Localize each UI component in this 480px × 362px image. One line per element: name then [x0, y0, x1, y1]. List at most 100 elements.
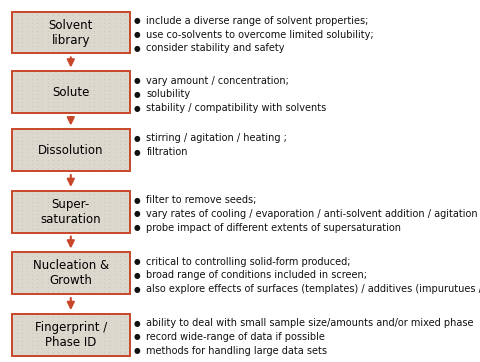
Point — [64, 272, 72, 278]
Point — [90, 269, 98, 274]
Point — [49, 76, 57, 81]
Point — [49, 322, 57, 328]
Point — [44, 349, 51, 355]
Point — [85, 203, 93, 209]
Point — [80, 31, 87, 37]
Point — [44, 130, 51, 136]
Point — [49, 349, 57, 355]
Point — [38, 95, 46, 101]
Point — [23, 161, 31, 167]
Point — [111, 28, 119, 34]
Point — [75, 330, 83, 336]
Point — [28, 223, 36, 228]
Point — [34, 39, 41, 45]
Point — [75, 265, 83, 270]
Point — [111, 349, 119, 355]
Point — [90, 146, 98, 151]
Point — [100, 284, 108, 290]
Point — [38, 280, 46, 286]
Point — [13, 130, 21, 136]
Point — [96, 165, 103, 171]
Point — [34, 161, 41, 167]
Point — [44, 226, 51, 232]
Point — [34, 215, 41, 220]
Point — [116, 315, 123, 320]
Point — [54, 261, 62, 266]
Point — [90, 165, 98, 171]
Point — [96, 265, 103, 270]
Point — [28, 134, 36, 139]
Point — [49, 318, 57, 324]
Point — [96, 288, 103, 294]
Point — [75, 223, 83, 228]
Point — [96, 276, 103, 282]
Point — [38, 146, 46, 151]
Point — [90, 80, 98, 85]
Point — [111, 76, 119, 81]
Point — [64, 284, 72, 290]
Point — [23, 99, 31, 105]
Point — [18, 334, 26, 340]
Point — [13, 338, 21, 344]
Point — [70, 12, 77, 18]
Point — [116, 39, 123, 45]
Point — [80, 72, 87, 78]
Point — [96, 88, 103, 93]
Point — [116, 253, 123, 259]
Point — [13, 84, 21, 89]
Point — [38, 157, 46, 163]
Point — [28, 149, 36, 155]
Point — [34, 191, 41, 197]
Point — [34, 211, 41, 216]
Point — [75, 215, 83, 220]
Point — [116, 211, 123, 216]
Point — [111, 47, 119, 53]
Point — [100, 91, 108, 97]
Point — [18, 72, 26, 78]
Text: Nucleation &
Growth: Nucleation & Growth — [33, 259, 109, 287]
Point — [111, 265, 119, 270]
Point — [80, 20, 87, 26]
Point — [121, 349, 129, 355]
Point — [34, 334, 41, 340]
Point — [116, 223, 123, 228]
Point — [90, 288, 98, 294]
Point — [85, 349, 93, 355]
Point — [90, 215, 98, 220]
Point — [59, 315, 67, 320]
Point — [106, 28, 113, 34]
Point — [34, 330, 41, 336]
Point — [38, 47, 46, 53]
Point — [111, 215, 119, 220]
Point — [18, 280, 26, 286]
Point — [121, 95, 129, 101]
Point — [116, 269, 123, 274]
Point — [64, 138, 72, 143]
Text: solubility: solubility — [146, 89, 191, 99]
Point — [70, 130, 77, 136]
Point — [13, 280, 21, 286]
Point — [111, 20, 119, 26]
Point — [70, 99, 77, 105]
Point — [100, 153, 108, 159]
Point — [100, 138, 108, 143]
Point — [70, 269, 77, 274]
Point — [38, 257, 46, 262]
Point — [64, 257, 72, 262]
Point — [106, 257, 113, 262]
Point — [96, 16, 103, 22]
Point — [100, 272, 108, 278]
Point — [49, 276, 57, 282]
Point — [80, 346, 87, 352]
Point — [106, 12, 113, 18]
Point — [44, 330, 51, 336]
Point — [64, 95, 72, 101]
Point — [75, 165, 83, 171]
Point — [23, 12, 31, 18]
Point — [111, 257, 119, 262]
Point — [96, 76, 103, 81]
Point — [49, 334, 57, 340]
Point — [121, 288, 129, 294]
Point — [116, 265, 123, 270]
Point — [38, 28, 46, 34]
